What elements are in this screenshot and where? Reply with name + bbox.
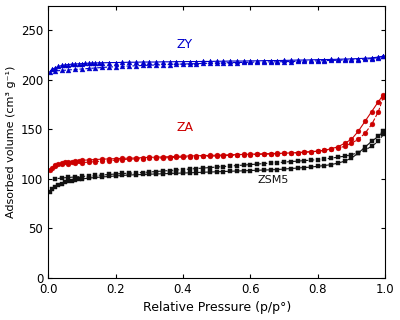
Y-axis label: Adsorbed volume (cm³ g⁻¹): Adsorbed volume (cm³ g⁻¹) xyxy=(6,66,16,218)
Text: ZY: ZY xyxy=(176,38,192,51)
X-axis label: Relative Pressure (p/p°): Relative Pressure (p/p°) xyxy=(142,301,291,315)
Text: ZSM5: ZSM5 xyxy=(257,175,288,185)
Text: ZA: ZA xyxy=(176,121,193,134)
